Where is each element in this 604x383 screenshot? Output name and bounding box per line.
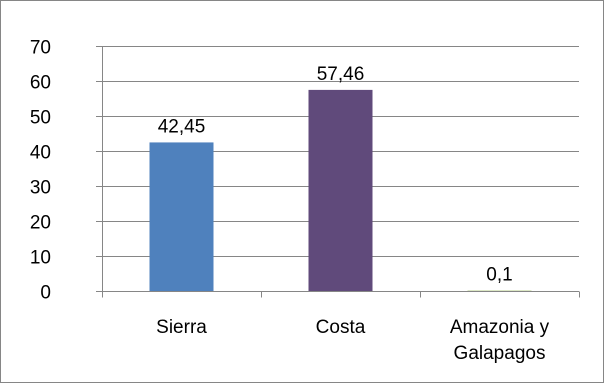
data-label: 42,45 xyxy=(158,116,206,137)
bar xyxy=(149,142,214,291)
y-tick-label: 0 xyxy=(40,283,51,304)
category-label: Sierra xyxy=(156,317,207,338)
y-tick-label: 20 xyxy=(30,213,51,234)
y-tick-label: 70 xyxy=(30,38,51,59)
y-tick-label: 30 xyxy=(30,178,51,199)
category-label: Costa xyxy=(316,317,366,338)
y-tick-label: 50 xyxy=(30,108,51,129)
category-label-line: Galapagos xyxy=(454,343,546,364)
data-label: 0,1 xyxy=(486,265,512,286)
y-tick-label: 40 xyxy=(30,143,51,164)
bar xyxy=(308,89,373,291)
y-tick-label: 10 xyxy=(30,248,51,269)
data-label: 57,46 xyxy=(317,64,365,85)
category-label-line: Amazonia y xyxy=(450,317,550,338)
category-label-line: Costa xyxy=(316,317,366,338)
category-label: Amazonia y Galapagos xyxy=(450,317,550,364)
y-tick-label: 60 xyxy=(30,73,51,94)
category-label-line: Sierra xyxy=(156,317,207,338)
